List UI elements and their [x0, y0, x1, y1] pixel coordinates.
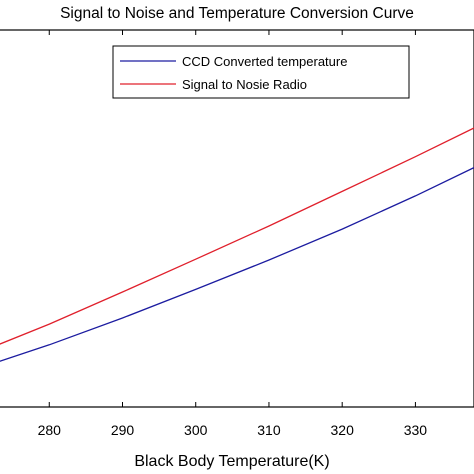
x-tick-label: 280 — [38, 422, 62, 438]
x-tick-label: 320 — [331, 422, 355, 438]
x-tick-label: 310 — [257, 422, 281, 438]
legend-label-signal-to-noise-radio: Signal to Nosie Radio — [182, 77, 307, 92]
x-tick-label: 290 — [111, 422, 135, 438]
x-tick-label: 330 — [404, 422, 428, 438]
legend-label-ccd-converted-temperature: CCD Converted temperature — [182, 54, 347, 69]
chart-title: Signal to Noise and Temperature Conversi… — [60, 5, 414, 22]
legend-box — [112, 45, 410, 99]
legend: CCD Converted temperature Signal to Nosi… — [112, 45, 410, 99]
x-axis-label: Black Body Temperature(K) — [134, 453, 329, 470]
series-line-0 — [0, 167, 474, 362]
x-tick-label: 300 — [184, 422, 208, 438]
series-line-1 — [0, 127, 474, 345]
series-layer — [0, 127, 474, 362]
x-axis: 280 290 300 310 320 330 — [38, 30, 428, 438]
